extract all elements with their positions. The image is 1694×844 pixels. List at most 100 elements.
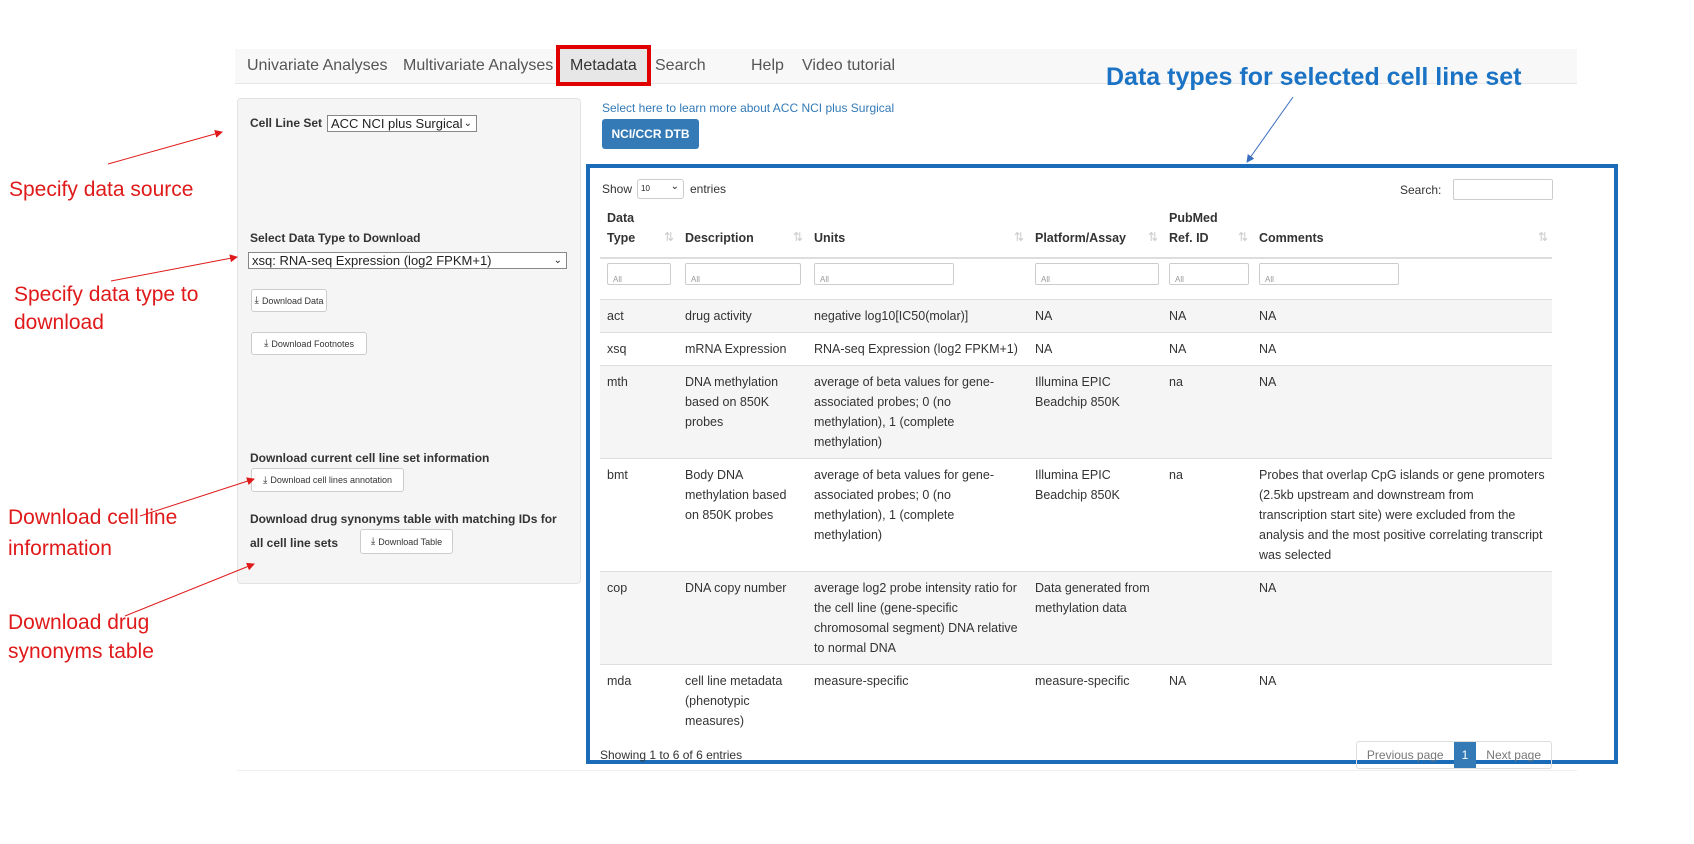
header-description[interactable]: Description ⇅ — [678, 208, 807, 259]
entries-value: 10 — [641, 184, 650, 193]
cell-description: Body DNA methylation based on 850K probe… — [678, 457, 807, 571]
cell-pubmed: NA — [1162, 298, 1252, 332]
data-type-label: Select Data Type to Download — [250, 231, 421, 245]
annotation-cell-line: Download cell line — [8, 506, 178, 529]
cell-comments: NA — [1252, 570, 1552, 664]
sort-icon: ⇅ — [1013, 230, 1024, 244]
header-platform[interactable]: Platform/Assay ⇅ — [1028, 208, 1162, 259]
cell-platform: measure-specific — [1028, 663, 1162, 737]
cell-pubmed: NA — [1162, 663, 1252, 737]
button-label: Download cell lines annotation — [270, 475, 392, 485]
entries-select[interactable]: 10 ⌄ — [637, 179, 684, 199]
cell-data-type: act — [600, 298, 678, 332]
arrow-data-type — [110, 254, 238, 282]
download-icon: ⤓ — [262, 474, 268, 486]
filter-comments[interactable]: All — [1259, 263, 1399, 285]
learn-more-link[interactable]: Select here to learn more about ACC NCI … — [602, 101, 895, 115]
annotation-data-source: Specify data source — [9, 178, 194, 201]
sort-icon: ⇅ — [792, 230, 803, 244]
arrow-title — [1246, 96, 1294, 163]
cell-data-type: xsq — [600, 331, 678, 365]
cell-data-type: mda — [600, 663, 678, 737]
filter-description[interactable]: All — [685, 263, 801, 285]
nav-video-tutorial[interactable]: Video tutorial — [802, 57, 896, 74]
data-type-select[interactable]: xsq: RNA-seq Expression (log2 FPKM+1) ⌄ — [248, 252, 567, 269]
filter-units[interactable]: All — [814, 263, 954, 285]
cell-data-type: mth — [600, 364, 678, 458]
drug-synonyms-label-2: all cell line sets — [250, 536, 339, 550]
header-label: Comments — [1259, 231, 1324, 245]
show-label: Show — [602, 182, 633, 196]
sort-icon: ⇅ — [663, 230, 674, 244]
sort-icon: ⇅ — [1537, 230, 1548, 244]
nav-help[interactable]: Help — [751, 57, 784, 74]
download-icon: ⤓ — [370, 536, 376, 547]
cell-data-type: cop — [600, 570, 678, 664]
filter-row: All All All All All All — [600, 258, 1552, 299]
annotation-title: Data types for selected cell line set — [1106, 63, 1522, 91]
filter-platform[interactable]: All — [1035, 263, 1159, 285]
cell-units: negative log10[IC50(molar)] — [807, 298, 1028, 332]
table-footer: Showing 1 to 6 of 6 entries Previous pag… — [600, 740, 1552, 769]
cell-pubmed: na — [1162, 364, 1252, 458]
data-types-table: Data Type ⇅ Description ⇅ Units ⇅ Platform/… — [600, 208, 1552, 737]
annotation-cell-line-2: information — [8, 537, 112, 560]
arrow-data-source — [107, 130, 223, 165]
cell-line-set-select[interactable]: ACC NCI plus Surgical ⌄ — [327, 115, 477, 132]
cell-platform: NA — [1028, 298, 1162, 332]
cell-platform: NA — [1028, 331, 1162, 365]
cell-comments: NA — [1252, 298, 1552, 332]
previous-page-button[interactable]: Previous page — [1366, 747, 1444, 762]
table-row: mda cell line metadata (phenotypic measur… — [600, 663, 1552, 737]
header-comments[interactable]: Comments ⇅ — [1252, 208, 1552, 259]
nav-univariate[interactable]: Univariate Analyses — [247, 57, 388, 74]
cell-comments: Probes that overlap CpG islands or gene … — [1252, 457, 1552, 571]
cell-platform: Illumina EPIC Beadchip 850K — [1028, 364, 1162, 458]
download-annotation-button[interactable]: ⤓ Download cell lines annotation — [251, 468, 404, 492]
metadata-highlight-box — [556, 45, 651, 86]
next-page-button[interactable]: Next page — [1486, 747, 1541, 762]
header-data-type[interactable]: Data Type ⇅ — [600, 208, 678, 259]
table-row: mth DNA methylation based on 850K probes a… — [600, 364, 1552, 458]
header-label: Data Type — [607, 211, 636, 245]
chevron-down-icon: ⌄ — [553, 255, 562, 266]
sidebar-panel — [237, 98, 581, 584]
download-icon: ⤓ — [254, 295, 259, 306]
download-table-button[interactable]: ⤓ Download Table — [360, 529, 453, 554]
cell-description: mRNA Expression — [678, 331, 807, 365]
header-units[interactable]: Units ⇅ — [807, 208, 1028, 259]
cell-platform: Data generated from methylation data — [1028, 570, 1162, 664]
cell-units: measure-specific — [807, 663, 1028, 737]
cell-line-set-label: Cell Line Set — [250, 116, 323, 130]
header-label: PubMed Ref. ID — [1169, 211, 1218, 245]
download-footnotes-button[interactable]: ⤓ Download Footnotes — [251, 332, 367, 355]
cell-pubmed: na — [1162, 457, 1252, 571]
nav-metadata[interactable]: Metadata — [570, 57, 637, 74]
entries-label: entries — [690, 182, 727, 196]
cell-description: cell line metadata (phenotypic measures) — [678, 663, 807, 737]
nav-search[interactable]: Search — [655, 57, 706, 74]
filter-data-type[interactable]: All — [607, 263, 671, 285]
sort-icon: ⇅ — [1147, 230, 1158, 244]
header-pubmed[interactable]: PubMed Ref. ID ⇅ — [1162, 208, 1252, 259]
filter-pubmed[interactable]: All — [1169, 263, 1249, 285]
page-1-button[interactable]: 1 — [1453, 741, 1477, 768]
cell-comments: NA — [1252, 331, 1552, 365]
navbar — [235, 49, 1577, 84]
data-type-value: xsq: RNA-seq Expression (log2 FPKM+1) — [252, 253, 492, 268]
annotation-data-type-2: download — [14, 311, 104, 334]
nci-ccr-dtb-button[interactable]: NCI/CCR DTB — [602, 119, 699, 149]
pagination: Previous page 1 Next page — [1355, 740, 1552, 769]
download-icon: ⤓ — [264, 338, 269, 349]
annotation-drug-2: synonyms table — [8, 640, 154, 663]
nav-multivariate[interactable]: Multivariate Analyses — [403, 57, 554, 74]
table-info: Showing 1 to 6 of 6 entries — [600, 747, 743, 762]
drug-synonyms-label: Download drug synonyms table with matchi… — [250, 512, 557, 526]
header-label: Description — [685, 231, 754, 245]
cell-units: average log2 probe intensity ratio for t… — [807, 570, 1028, 664]
cell-line-set-value: ACC NCI plus Surgical — [331, 116, 463, 131]
download-data-button[interactable]: ⤓ Download Data — [251, 289, 327, 312]
sort-icon: ⇅ — [1237, 230, 1248, 244]
header-label: Platform/Assay — [1035, 231, 1127, 245]
search-input[interactable] — [1453, 179, 1553, 200]
